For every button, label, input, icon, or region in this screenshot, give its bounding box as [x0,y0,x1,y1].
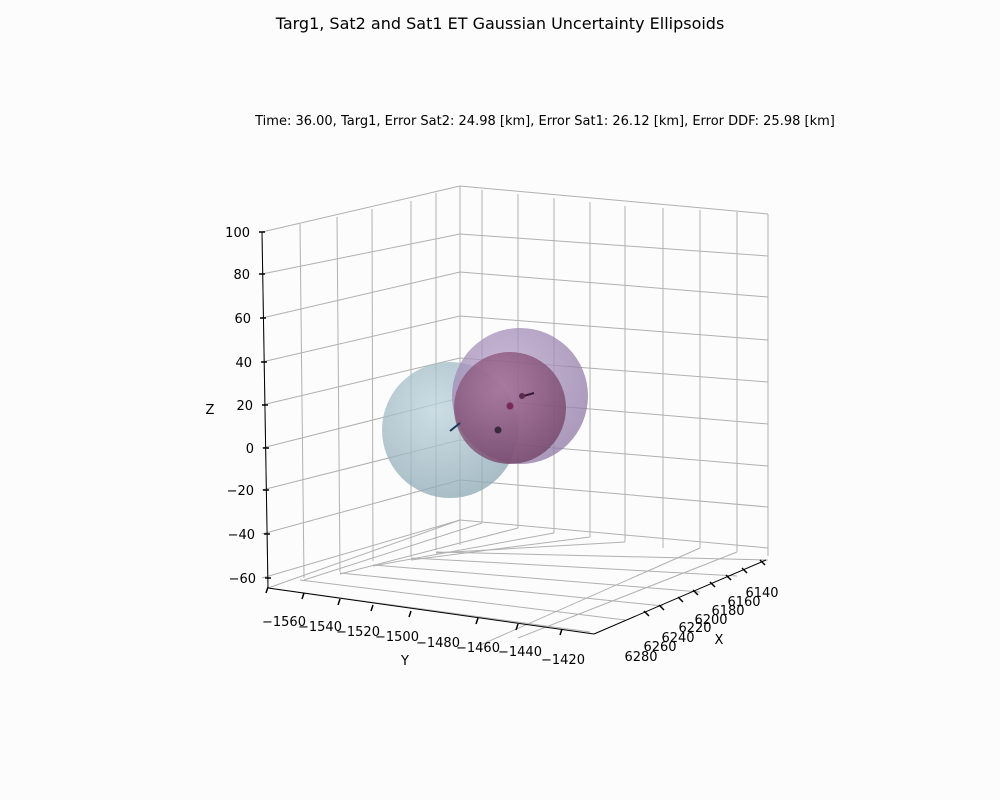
z-tick-label: 80 [233,268,250,283]
grid-line [477,547,701,647]
y-tick [559,628,563,636]
x-tick-label: 6200 [694,613,727,628]
z-tick-label: 20 [236,399,253,414]
grid-line [261,315,461,363]
ellipsoids [382,328,588,498]
grid-line [299,579,626,621]
grid-line [372,564,701,593]
x-tick [725,574,732,581]
x-tick-label: 6160 [727,595,760,610]
z-tick-label: 40 [235,356,252,371]
data-point [506,402,514,410]
grid-line [336,216,341,573]
y-tick-label: −1500 [375,630,419,645]
z-axis-label: Z [206,403,215,418]
grid-line [459,479,769,508]
grid-line [261,271,461,319]
y-tick-label: −1560 [262,615,306,630]
y-tick [337,598,341,606]
data-point [494,426,502,434]
y-tick-label: −1480 [416,636,460,651]
data-point [519,393,525,399]
chart-title: Targ1, Sat2 and Sat1 ET Gaussian Uncerta… [275,14,725,33]
grid-line [261,519,461,579]
grid-line [371,208,374,562]
y-tick-label: −1420 [541,653,585,668]
y-tick [265,586,269,594]
y-tick-label: −1440 [498,645,542,660]
grid-line [261,185,461,233]
y-axis-label: Y [400,654,409,669]
y-tick [515,623,519,631]
trajectory-line [449,422,461,432]
grid-line [372,532,555,567]
x-tick-label: 6180 [711,604,744,619]
grid-line [435,541,626,554]
z-tick-label: 0 [246,442,254,457]
grid-line [261,357,461,406]
x-tick [692,589,699,596]
grid-line [459,233,769,257]
x-tick [658,604,665,611]
x-axis-line [593,559,767,635]
z-tick-label: −40 [228,528,255,543]
grid-line [410,536,591,561]
grid-line [303,522,483,581]
grid-line [459,519,769,549]
y-tick [408,610,412,618]
y-tick-label: −1540 [298,620,342,635]
x-tick [709,581,716,588]
grid-line [339,572,664,607]
y-tick [301,592,305,600]
y-tick [475,617,479,625]
x-tick-label: 6240 [661,631,694,646]
x-tick [643,610,650,617]
chart-subtitle: Time: 36.00, Targ1, Error Sat2: 24.98 [k… [255,114,835,129]
grid-line [299,223,305,579]
grid-line [435,551,769,561]
z-tick-label: 60 [234,312,251,327]
tick-labels: 100 80 60 40 20 0 −20 −40 −60 −1560−1540−1520−150… [206,226,779,669]
grid-line [459,185,769,215]
z-tick-label: 100 [225,226,250,241]
axes [259,231,767,636]
z-tick-label: −60 [229,572,256,587]
y-tick [370,604,374,612]
grid-line [339,527,519,575]
x-tick [677,596,684,603]
z-axis-line [261,231,269,589]
x-tick-label: 6260 [643,640,676,655]
grid-line [517,551,738,639]
y-axis-line [267,587,595,635]
z-tick-label: −20 [227,484,254,499]
x-tick-label: 6280 [624,650,657,665]
x-axis-label: X [715,633,724,648]
x-tick [759,559,766,566]
grid-line [459,315,769,341]
x-tick [741,567,748,574]
grid-line [261,233,461,275]
grid-line [267,519,461,589]
y-tick-label: −1520 [336,625,380,640]
grid-line [410,557,738,577]
grid-line [459,271,769,298]
y-tick-label: −1460 [456,641,500,656]
x-tick-label: 6220 [678,621,711,636]
x-tick-label: 6140 [745,586,778,601]
